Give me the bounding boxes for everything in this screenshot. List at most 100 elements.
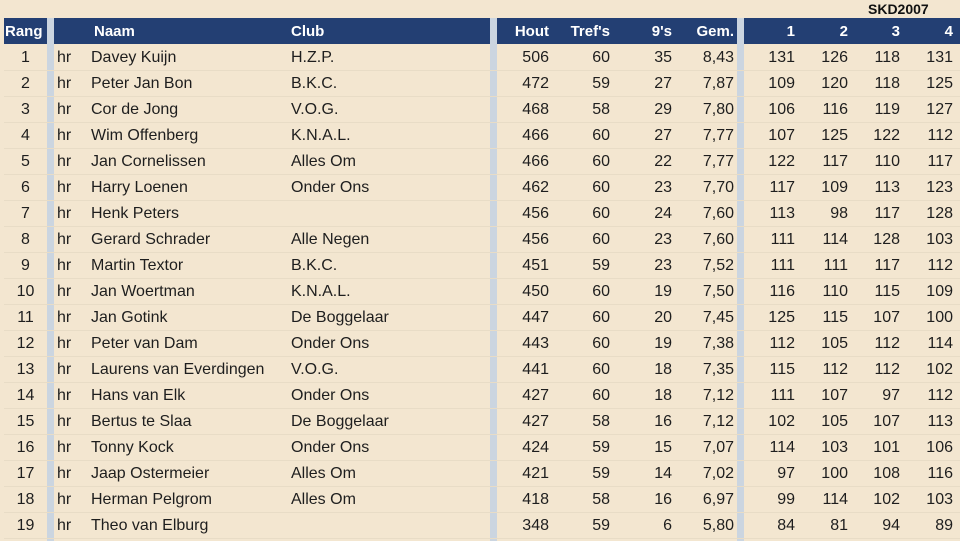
cell-hout: 462 xyxy=(522,179,549,196)
cell-serie-3: 108 xyxy=(873,465,900,482)
cell-serie-3: 118 xyxy=(874,75,900,92)
cell-rang: 2 xyxy=(21,75,30,92)
cell-serie-1: 111 xyxy=(770,387,795,404)
header-series: 1 2 3 4 xyxy=(744,18,960,44)
cell-gem: 6,97 xyxy=(702,491,734,508)
table-row: 7 hr Henk Peters 456 60 24 7,60 113 98 117 128 xyxy=(0,201,960,227)
cell-serie-4: 103 xyxy=(926,231,953,248)
header-main: Naam Club xyxy=(54,18,490,44)
table-row: 6 hr Harry Loenen Onder Ons 462 60 23 7,70 117 10… xyxy=(0,175,960,201)
row-divider xyxy=(4,304,960,305)
cell-serie-3: 128 xyxy=(873,231,900,248)
cell-serie-4: 112 xyxy=(927,387,953,404)
cell-club: B.K.C. xyxy=(291,75,338,92)
cell-naam: Herman Pelgrom xyxy=(91,491,212,508)
table-row: 11 hr Jan Gotink De Boggelaar 447 60 20 7,45 125… xyxy=(0,305,960,331)
table-row: 14 hr Hans van Elk Onder Ons 427 60 18 7,12 111 1… xyxy=(0,383,960,409)
cell-aanhef: hr xyxy=(57,179,72,196)
cell-serie-2: 114 xyxy=(822,231,848,248)
cell-aanhef: hr xyxy=(57,49,72,66)
header-club: Club xyxy=(291,23,325,40)
cell-trefs: 60 xyxy=(592,49,610,66)
cell-hout: 472 xyxy=(522,75,549,92)
row-divider xyxy=(4,278,960,279)
row-divider xyxy=(4,330,960,331)
table-row: 12 hr Peter van Dam Onder Ons 443 60 19 7,38 112… xyxy=(0,331,960,357)
cell-gem: 5,80 xyxy=(702,517,734,534)
header-s4: 4 xyxy=(944,23,953,40)
cell-negens: 18 xyxy=(654,361,672,378)
cell-gem: 7,77 xyxy=(702,127,734,144)
cell-club: Onder Ons xyxy=(291,179,370,196)
cell-serie-2: 115 xyxy=(822,309,848,326)
cell-hout: 421 xyxy=(522,465,549,482)
header-rang-label: Rang xyxy=(5,23,43,40)
cell-hout: 456 xyxy=(522,205,549,222)
cell-serie-4: 125 xyxy=(926,75,953,92)
cell-serie-3: 107 xyxy=(873,413,900,430)
table-row: 3 hr Cor de Jong V.O.G. 468 58 29 7,80 106 116 119… xyxy=(0,97,960,123)
cell-hout: 506 xyxy=(522,49,549,66)
cell-trefs: 60 xyxy=(592,387,610,404)
cell-negens: 16 xyxy=(654,491,672,508)
row-divider xyxy=(4,486,960,487)
table-row: 8 hr Gerard Schrader Alle Negen 456 60 23 7,60 1… xyxy=(0,227,960,253)
cell-aanhef: hr xyxy=(57,517,72,534)
cell-trefs: 58 xyxy=(592,491,610,508)
cell-serie-4: 123 xyxy=(926,179,953,196)
cell-gem: 7,02 xyxy=(702,465,734,482)
cell-hout: 348 xyxy=(522,517,549,534)
cell-serie-2: 114 xyxy=(822,491,848,508)
cell-serie-4: 114 xyxy=(927,335,953,352)
cell-club: Onder Ons xyxy=(291,439,370,456)
cell-serie-4: 127 xyxy=(926,101,953,118)
cell-serie-1: 116 xyxy=(769,283,795,300)
header-rang: Rang xyxy=(4,18,47,44)
cell-naam: Theo van Elburg xyxy=(91,517,209,534)
row-divider xyxy=(4,148,960,149)
cell-gem: 7,70 xyxy=(702,179,734,196)
cell-naam: Martin Textor xyxy=(91,257,184,274)
cell-gem: 8,43 xyxy=(702,49,734,66)
cell-aanhef: hr xyxy=(57,257,72,274)
cell-gem: 7,87 xyxy=(702,75,734,92)
cell-negens: 29 xyxy=(654,101,672,118)
cell-serie-1: 106 xyxy=(768,101,795,118)
cell-serie-1: 112 xyxy=(769,335,795,352)
cell-serie-3: 113 xyxy=(874,179,900,196)
cell-serie-4: 100 xyxy=(926,309,953,326)
cell-serie-4: 103 xyxy=(926,491,953,508)
cell-serie-4: 116 xyxy=(927,465,953,482)
cell-hout: 441 xyxy=(522,361,549,378)
cell-gem: 7,52 xyxy=(702,257,734,274)
table-row: 13 hr Laurens van Everdingen V.O.G. 441 60 18 7… xyxy=(0,357,960,383)
cell-gem: 7,77 xyxy=(702,153,734,170)
cell-club: B.K.C. xyxy=(291,257,338,274)
cell-serie-3: 102 xyxy=(873,491,900,508)
cell-aanhef: hr xyxy=(57,309,72,326)
cell-trefs: 59 xyxy=(592,439,610,456)
cell-rang: 6 xyxy=(21,179,30,196)
cell-club: Alles Om xyxy=(291,465,356,482)
cell-trefs: 60 xyxy=(592,179,610,196)
table-row: 2 hr Peter Jan Bon B.K.C. 472 59 27 7,87 109 120 1… xyxy=(0,71,960,97)
cell-naam: Jan Gotink xyxy=(91,309,168,326)
cell-serie-4: 106 xyxy=(926,439,953,456)
cell-hout: 443 xyxy=(522,335,549,352)
header-stats: Hout Tref's 9's Gem. xyxy=(497,18,737,44)
cell-negens: 16 xyxy=(654,413,672,430)
cell-serie-3: 118 xyxy=(874,49,900,66)
cell-gem: 7,12 xyxy=(702,413,734,430)
cell-rang: 7 xyxy=(21,205,30,222)
cell-club: Alles Om xyxy=(291,491,356,508)
row-divider xyxy=(4,408,960,409)
cell-aanhef: hr xyxy=(57,205,72,222)
header-negens: 9's xyxy=(651,23,672,40)
cell-negens: 18 xyxy=(654,387,672,404)
cell-aanhef: hr xyxy=(57,75,72,92)
header-trefs: Tref's xyxy=(570,23,610,40)
cell-aanhef: hr xyxy=(57,361,72,378)
row-divider xyxy=(4,538,960,539)
cell-serie-1: 115 xyxy=(769,361,795,378)
cell-serie-4: 112 xyxy=(927,127,953,144)
